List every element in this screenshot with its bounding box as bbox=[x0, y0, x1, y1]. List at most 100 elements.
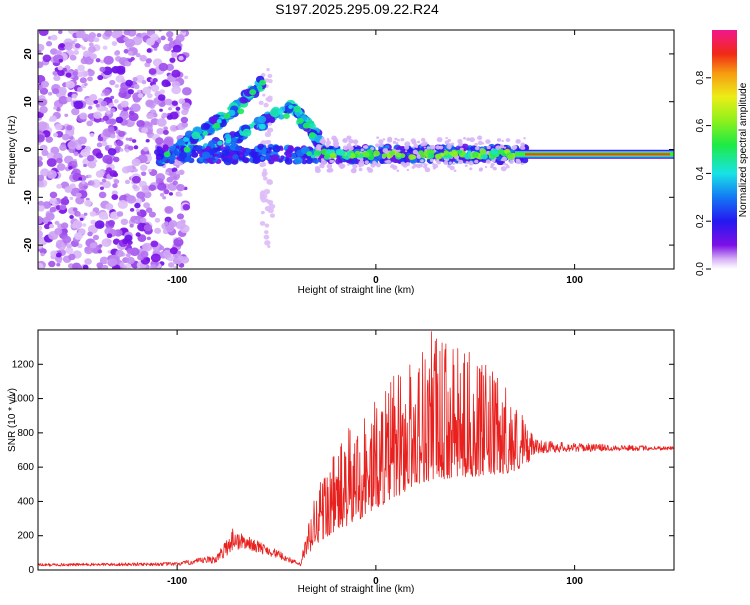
snr-frame bbox=[37, 329, 675, 571]
spectrogram-blob bbox=[175, 164, 180, 168]
spectrogram-blob bbox=[221, 149, 230, 157]
spectrogram-blob bbox=[503, 146, 507, 149]
spectrogram-blob bbox=[52, 88, 60, 95]
spectrogram-blob bbox=[69, 215, 74, 220]
spectrogram-blob bbox=[131, 175, 141, 184]
spectrogram-blob bbox=[485, 159, 491, 164]
spectrogram-blob bbox=[225, 138, 232, 144]
spectrogram-blob bbox=[113, 179, 120, 184]
spectrogram-blob bbox=[259, 221, 266, 226]
spectrogram-blob bbox=[171, 85, 182, 95]
spectrogram-blob bbox=[371, 163, 374, 166]
spectrogram-blob bbox=[447, 164, 452, 168]
spectrogram-blob bbox=[162, 112, 168, 118]
spectrogram-blob bbox=[83, 163, 87, 168]
spectrogram-blob bbox=[447, 143, 452, 147]
spectrogram-blob bbox=[471, 151, 479, 159]
spectrogram-blob bbox=[418, 150, 424, 156]
spectrogram-blob bbox=[41, 149, 49, 156]
spectrogram-blob bbox=[101, 264, 109, 269]
spectrogram-blob bbox=[440, 152, 445, 157]
spectrogram-blob bbox=[443, 160, 449, 166]
spectrogram-blob bbox=[181, 109, 189, 116]
spectrogram-blob bbox=[125, 165, 134, 172]
spectrogram-blob bbox=[87, 105, 93, 110]
spectrogram-blob bbox=[173, 265, 178, 269]
spectrogram-blob bbox=[39, 105, 48, 114]
spectrogram-blob bbox=[201, 151, 211, 159]
spectrogram-blob bbox=[258, 145, 264, 150]
spectrogram-blob bbox=[110, 95, 115, 100]
spectrogram-blob bbox=[264, 240, 271, 246]
spectrogram-blob bbox=[130, 207, 135, 212]
spectrogram-blob bbox=[145, 138, 150, 143]
spectrogram-blob bbox=[92, 234, 100, 241]
spectrogram-blob bbox=[38, 61, 44, 69]
spectrogram-blob bbox=[123, 48, 129, 54]
spectrogram-blob bbox=[166, 31, 174, 38]
spectrogram-blob bbox=[79, 217, 84, 221]
spectrogram-blob bbox=[141, 184, 151, 193]
spectrogram-blob bbox=[325, 140, 332, 146]
spectrogram-blob bbox=[321, 136, 325, 140]
spectrogram-blob bbox=[116, 211, 124, 217]
spectrogram-blob bbox=[116, 65, 126, 74]
spectrogram-blob bbox=[136, 191, 146, 199]
spectrogram-blob bbox=[416, 154, 422, 159]
spectrogram-blob bbox=[329, 159, 334, 163]
spectrogram-blob bbox=[129, 223, 134, 228]
spectrogram-blob bbox=[82, 223, 87, 227]
spectrogram-blob bbox=[95, 152, 104, 159]
colorbar-tick-label: 0.8 bbox=[695, 70, 706, 84]
spectrogram-blob bbox=[163, 189, 170, 195]
spectrogram-blob bbox=[132, 184, 138, 190]
spectrogram-blob bbox=[266, 199, 272, 204]
spectrogram-blob bbox=[78, 265, 83, 269]
spectrogram-blob bbox=[302, 122, 310, 129]
snr-ytick-label: 0 bbox=[28, 565, 34, 576]
colorbar-ticks: 0.0 0.2 0.4 0.6 0.8 bbox=[695, 70, 711, 276]
spectrogram-blob bbox=[103, 55, 114, 65]
spectrogram-blob bbox=[137, 93, 144, 99]
spectrogram-blob bbox=[181, 121, 189, 128]
spectrogram-blob bbox=[106, 233, 113, 239]
spectrogram-blob bbox=[38, 43, 45, 52]
spectrogram-blob bbox=[263, 188, 271, 195]
spectrogram-blob bbox=[424, 167, 431, 173]
spectrogram-blob bbox=[132, 77, 138, 82]
spectrogram-blob bbox=[263, 234, 270, 240]
spectrogram-blob bbox=[46, 169, 57, 179]
spectrogram-blob bbox=[427, 152, 435, 159]
spectrogram-ytick-label: 20 bbox=[23, 48, 34, 60]
spectrogram-blob bbox=[520, 162, 524, 165]
spectrogram-blob bbox=[53, 74, 61, 82]
spectrogram-blob bbox=[125, 79, 133, 87]
spectrogram-blob bbox=[110, 133, 116, 139]
spectrogram-blob bbox=[167, 76, 171, 81]
spectrogram-blob bbox=[342, 138, 347, 143]
spectrogram-blob bbox=[520, 142, 526, 147]
snr-background bbox=[38, 330, 674, 570]
spectrogram-blob bbox=[73, 49, 79, 56]
spectrogram-blob bbox=[167, 46, 172, 51]
spectrogram-blob bbox=[181, 158, 185, 162]
spectrogram-blob bbox=[212, 159, 217, 163]
spectrogram-blob bbox=[100, 100, 108, 107]
spectrogram-blob bbox=[384, 144, 390, 149]
spectrogram-blob bbox=[119, 148, 124, 152]
spectrogram-blob bbox=[409, 147, 414, 152]
figure-title: S197.2025.295.09.22.R24 bbox=[275, 1, 439, 17]
spectrogram-blob bbox=[375, 143, 380, 148]
spectrogram-blob bbox=[523, 137, 526, 140]
colorbar-tick-label: 0.2 bbox=[695, 214, 706, 228]
spectrogram-blob bbox=[116, 140, 124, 147]
spectrogram-blob bbox=[237, 108, 245, 115]
spectrogram-blob bbox=[84, 199, 92, 207]
colorbar-label: Normalized spectral amplitude bbox=[738, 82, 749, 217]
spectrogram-blob bbox=[147, 168, 152, 173]
spectrogram-blob bbox=[234, 132, 240, 138]
spectrogram-blob bbox=[117, 199, 128, 209]
spectrogram-blob bbox=[102, 154, 113, 164]
spectrogram-blob bbox=[479, 148, 487, 155]
spectrogram-blob bbox=[257, 115, 267, 124]
